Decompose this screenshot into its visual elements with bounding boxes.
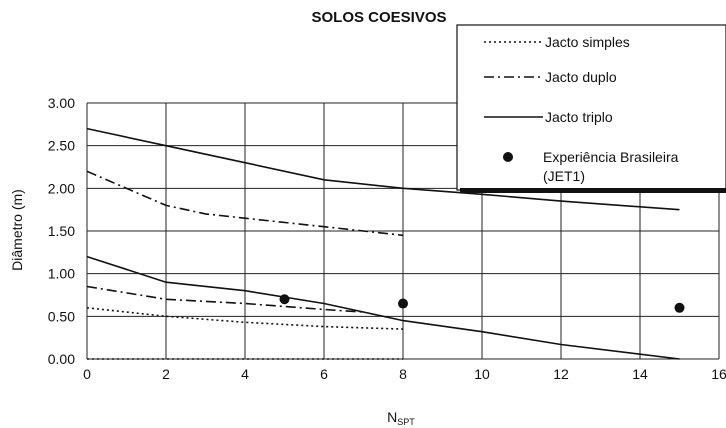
x-tick-label: 14 xyxy=(632,366,648,382)
legend-box xyxy=(456,24,726,191)
x-tick-label: 0 xyxy=(83,366,91,382)
x-tick-label: 6 xyxy=(320,366,328,382)
x-tick-labels: 0 2 4 6 8 10 12 14 16 xyxy=(83,366,726,382)
legend-label: Jacto triplo xyxy=(545,109,613,125)
legend: Jacto simples Jacto duplo Jacto triplo Expe… xyxy=(456,24,726,193)
y-tick-label: 0.50 xyxy=(48,308,75,324)
y-tick-labels: 0.00 0.50 1.00 1.50 2.00 2.50 3.00 xyxy=(48,95,75,367)
legend-label-continued: (JET1) xyxy=(543,168,585,184)
legend-label: Experiência Brasileira xyxy=(543,149,679,165)
x-axis-label-main: N xyxy=(387,409,397,425)
data-point xyxy=(398,298,408,309)
x-tick-label: 10 xyxy=(474,366,490,382)
series-line-solid-2 xyxy=(86,255,680,360)
legend-box-shadow xyxy=(460,188,726,193)
x-axis-label: NSPT xyxy=(387,409,415,427)
legend-label: Jacto simples xyxy=(545,34,630,50)
series-line-solid-1 xyxy=(86,127,680,211)
series-line-dashdot-1 xyxy=(86,170,404,237)
y-tick-label: 1.00 xyxy=(48,266,75,282)
y-axis-label: Diâmetro (m) xyxy=(9,189,25,271)
x-tick-label: 12 xyxy=(553,366,569,382)
series-line-dashdot-2 xyxy=(86,285,364,313)
x-tick-label: 2 xyxy=(162,366,170,382)
chart-title: SOLOS COESIVOS xyxy=(311,9,446,26)
data-point xyxy=(674,302,685,313)
data-markers xyxy=(279,294,685,313)
legend-marker xyxy=(503,152,513,162)
y-tick-label: 0.00 xyxy=(48,351,75,367)
y-tick-label: 2.00 xyxy=(48,180,75,196)
series-lines xyxy=(86,127,680,360)
x-axis-label-sub: SPT xyxy=(397,417,415,427)
x-tick-label: 4 xyxy=(241,366,249,382)
data-point xyxy=(279,294,290,305)
x-tick-label: 16 xyxy=(711,366,726,382)
y-tick-label: 2.50 xyxy=(48,138,75,154)
y-tick-label: 1.50 xyxy=(48,223,75,239)
x-tick-label: 8 xyxy=(399,366,407,382)
y-tick-label: 3.00 xyxy=(48,95,75,111)
legend-label: Jacto duplo xyxy=(545,69,617,85)
